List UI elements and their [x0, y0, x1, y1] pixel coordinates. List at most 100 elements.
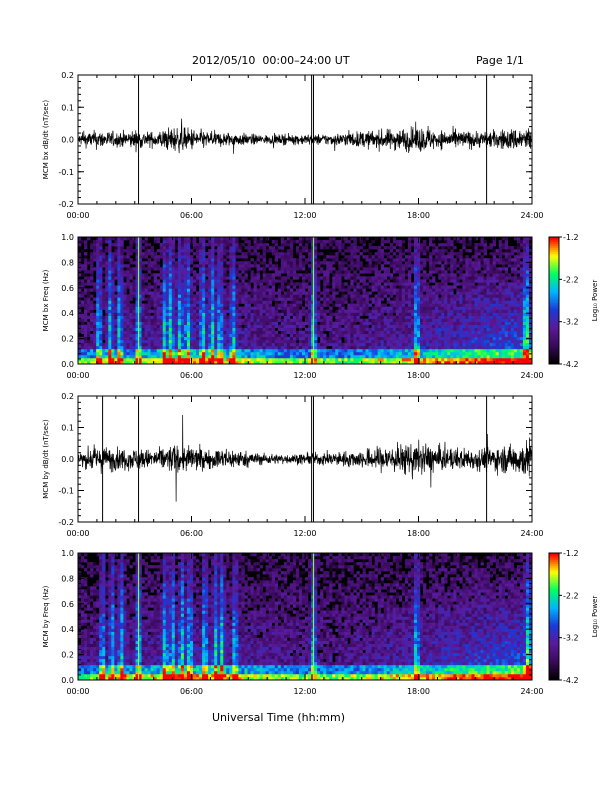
spectrogram-cell: [165, 258, 170, 262]
spectrogram-cell: [241, 255, 245, 259]
spectrogram-cell: [226, 288, 230, 292]
spectrogram-cell: [350, 243, 354, 247]
spectrogram-cell: [435, 267, 439, 271]
spectrogram-cell: [186, 264, 191, 268]
spectrogram-cell: [295, 342, 300, 347]
spectrogram-cell: [168, 246, 173, 250]
spectrogram-cell: [447, 342, 451, 347]
spectrogram-cell: [102, 237, 106, 241]
spectrogram-cell: [329, 351, 333, 356]
spectrogram-cell: [220, 288, 224, 292]
spectrogram-cell: [232, 237, 236, 241]
spectrogram-cell: [392, 285, 397, 289]
spectrogram-cell: [244, 294, 248, 298]
spectrogram-cell: [253, 273, 257, 277]
spectrogram-cell: [214, 258, 218, 262]
spectrogram-cell: [244, 354, 248, 359]
spectrogram-cell: [144, 315, 148, 319]
spectrogram-cell: [335, 330, 339, 335]
spectrogram-cell: [241, 339, 245, 344]
spectrogram-cell: [135, 249, 139, 253]
spectrogram-cell: [283, 306, 288, 310]
spectrogram-cell: [268, 264, 273, 268]
spectrogram-cell: [108, 348, 112, 353]
spectrogram-cell: [314, 267, 318, 271]
spectrogram-cell: [274, 345, 279, 350]
spectrogram-cell: [371, 339, 375, 344]
spectrogram-cell: [241, 252, 245, 256]
spectrogram-cell: [96, 243, 100, 247]
spectrogram-cell: [459, 324, 463, 329]
spectrogram-cell: [347, 276, 351, 280]
spectrogram-cell: [250, 351, 254, 356]
spectrogram-cell: [450, 348, 454, 353]
spectrogram-cell: [413, 312, 418, 316]
spectrogram-cell: [177, 249, 182, 253]
spectrogram-cell: [277, 336, 282, 341]
spectrogram-cell: [199, 354, 203, 359]
spectrogram-cell: [159, 333, 164, 338]
spectrogram-cell: [308, 276, 312, 280]
spectrogram-cell: [386, 273, 391, 277]
spectrogram-cell: [280, 306, 285, 310]
spectrogram-cell: [377, 291, 381, 295]
spectrogram-cell: [81, 282, 85, 286]
spectrogram-cell: [429, 309, 433, 313]
spectrogram-cell: [135, 342, 139, 347]
spectrogram-cell: [459, 309, 463, 313]
spectrogram-cell: [262, 303, 266, 307]
spectrogram-cell: [202, 306, 206, 310]
spectrogram-cell: [168, 348, 173, 353]
spectrogram-cell: [329, 333, 333, 338]
spectrogram-cell: [90, 324, 94, 329]
spectrogram-cell: [295, 252, 300, 256]
spectrogram-cell: [202, 309, 206, 313]
spectrogram-cell: [153, 288, 157, 292]
spectrogram-cell: [359, 303, 363, 307]
spectrogram-cell: [196, 345, 200, 350]
spectrogram-cell: [96, 288, 100, 292]
spectrogram-cell: [141, 288, 145, 292]
spectrogram-cell: [283, 345, 288, 350]
spectrogram-cell: [329, 294, 333, 298]
spectrogram-cell: [407, 300, 412, 304]
spectrogram-cell: [84, 270, 88, 274]
spectrogram-cell: [117, 246, 121, 250]
spectrogram-cell: [438, 339, 442, 344]
spectrogram-cell: [132, 333, 136, 338]
spectrogram-cell: [174, 252, 179, 256]
spectrogram-cell: [183, 357, 188, 362]
spectrogram-cell: [223, 252, 227, 256]
spectrogram-cell: [435, 282, 439, 286]
spectrogram-cell: [308, 315, 312, 319]
spectrogram-cell: [283, 261, 288, 265]
spectrogram-cell: [205, 336, 209, 341]
spectrogram-cell: [450, 336, 454, 341]
spectrogram-cell: [144, 330, 148, 335]
spectrogram-cell: [202, 351, 206, 356]
spectrogram-cell: [93, 333, 97, 338]
spectrogram-cell: [171, 252, 176, 256]
spectrogram-cell: [371, 264, 375, 268]
spectrogram-cell: [202, 276, 206, 280]
spectrogram-cell: [183, 327, 188, 332]
spectrogram-cell: [81, 312, 85, 316]
spectrogram-cell: [465, 336, 469, 341]
spectrogram-cell: [426, 318, 430, 322]
spectrogram-cell: [259, 354, 263, 359]
spectrogram-cell: [280, 297, 285, 301]
spectrogram-cell: [105, 333, 109, 338]
spectrogram-cell: [211, 324, 215, 329]
spectrogram-cell: [423, 261, 427, 265]
spectrogram-cell: [350, 327, 354, 332]
spectrogram-cell: [256, 240, 260, 244]
spectrogram-cell: [81, 327, 85, 332]
spectrogram-cell: [265, 357, 269, 362]
spectrogram-cell: [120, 345, 124, 350]
spectrogram-cell: [350, 333, 354, 338]
spectrogram-cell: [78, 258, 82, 262]
spectrogram-cell: [308, 324, 312, 329]
spectrogram-cell: [99, 309, 103, 313]
spectrogram-cell: [174, 264, 179, 268]
spectrogram-cell: [129, 246, 133, 250]
